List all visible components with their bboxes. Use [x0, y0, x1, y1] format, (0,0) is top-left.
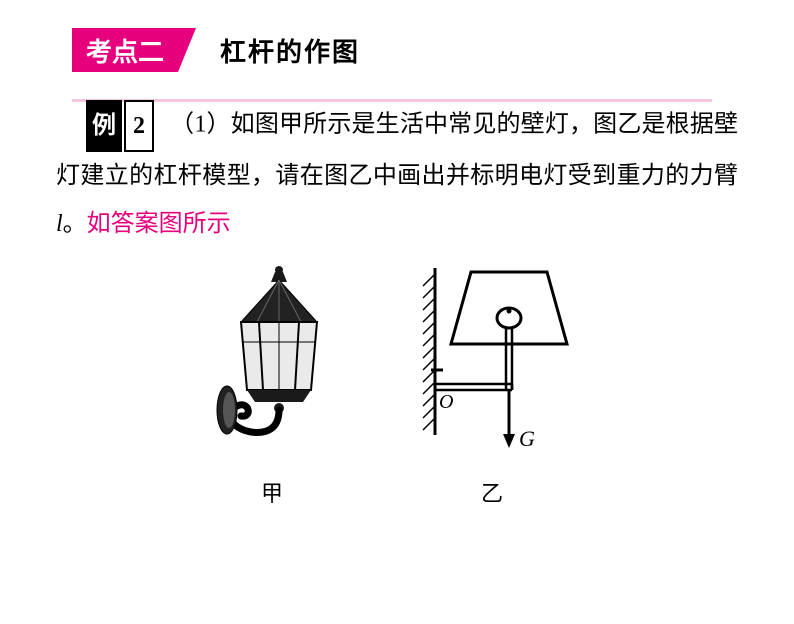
force-G-label: G [519, 426, 535, 451]
figure-1-label: 甲 [261, 476, 283, 508]
arm-symbol: l [56, 211, 63, 237]
answer-text: 如答案图所示 [87, 211, 231, 237]
section-header: 考点二 杠杆的作图 [72, 28, 794, 72]
figures-row: 甲 [0, 260, 794, 508]
question-suffix: 。 [63, 211, 87, 237]
kpt-badge: 考点二 [72, 28, 178, 72]
figure-1: 甲 [207, 260, 337, 508]
lever-diagram-icon: O G [397, 260, 587, 470]
example-label: 例 [86, 100, 122, 152]
example-badge: 例 2 [86, 100, 154, 152]
figure-2: O G 乙 [397, 260, 587, 508]
pivot-O-label: O [439, 391, 453, 413]
question-text: （1）如图甲所示是生活中常见的壁灯，图乙是根据壁灯建立的杠杆模型，请在图乙中画出… [56, 112, 738, 189]
question-body: 例 2 （1）如图甲所示是生活中常见的壁灯，图乙是根据壁灯建立的杠杆模型，请在图… [56, 100, 738, 248]
kpt-badge-slash [178, 28, 196, 72]
figure-2-label: 乙 [481, 476, 503, 508]
example-number: 2 [124, 100, 154, 152]
kpt-title: 杠杆的作图 [220, 28, 360, 72]
wall-lamp-icon [207, 260, 337, 470]
